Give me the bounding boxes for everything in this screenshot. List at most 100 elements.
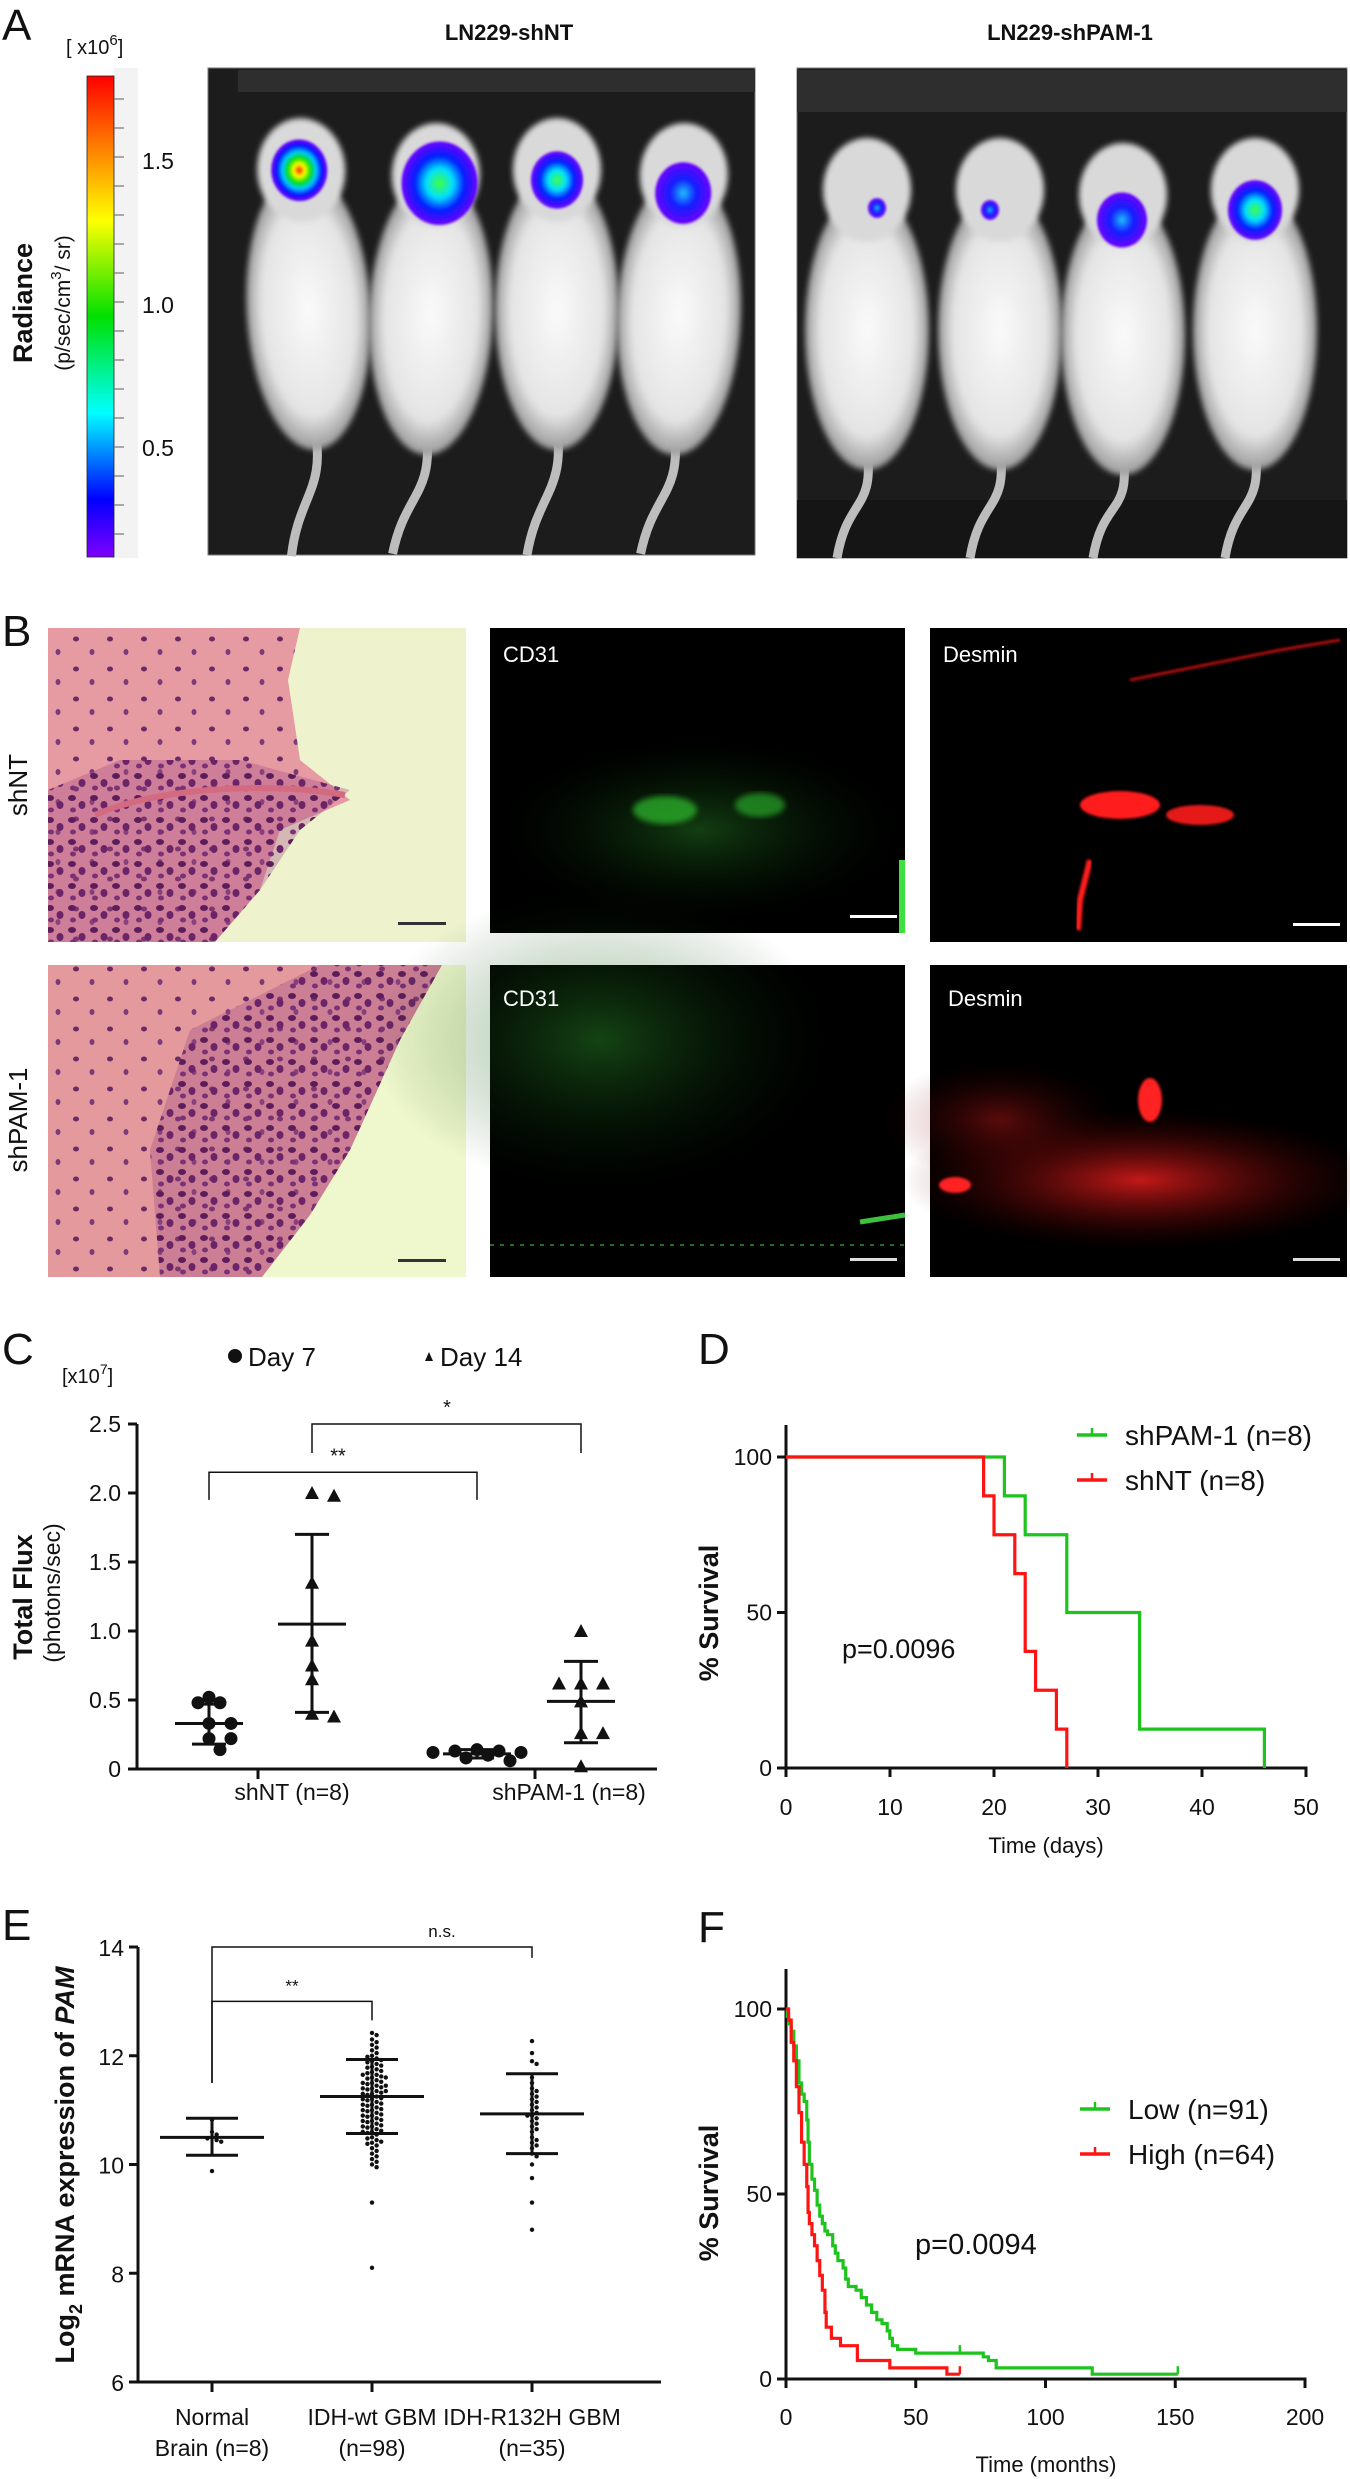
data-point <box>534 2137 539 2143</box>
data-point <box>374 2083 379 2088</box>
data-point <box>360 2091 365 2097</box>
data-point <box>374 2045 379 2050</box>
data-point <box>534 2121 539 2126</box>
panel-label-a: A <box>2 1 32 50</box>
mouse <box>1061 143 1185 559</box>
data-point <box>365 2065 370 2070</box>
mouse-body <box>616 175 742 455</box>
data-point <box>534 2061 539 2067</box>
x-tick-label: 0 <box>780 1794 793 1820</box>
colorbar-tick-label: 1.0 <box>142 292 174 318</box>
data-point <box>529 2058 535 2064</box>
x-tick-label: IDH-wt GBM <box>307 2404 436 2430</box>
x-tick-label: (n=98) <box>338 2435 405 2461</box>
data-point <box>369 2140 375 2145</box>
data-point <box>374 2067 379 2072</box>
x-tick-label: 30 <box>1085 1794 1111 1820</box>
panel-a: A [ x106] 1.5 1.0 0.5 Radiance (p/sec/cm… <box>2 1 1348 559</box>
data-point <box>369 2030 375 2036</box>
mouse-body <box>1193 190 1317 470</box>
y-axis-subtitle: (photons/sec) <box>39 1523 65 1662</box>
scale-bar <box>1293 923 1340 926</box>
data-point <box>360 2072 365 2077</box>
y-multiplier: [x107] <box>62 1361 113 1388</box>
data-point <box>374 2032 379 2038</box>
x-tick-label: 40 <box>1189 1794 1215 1820</box>
x-axis-title: Time (months) <box>976 2452 1117 2477</box>
data-point <box>379 2068 384 2074</box>
panel-label-c: C <box>2 1325 34 1374</box>
y-tick-label: 0 <box>759 1755 772 1781</box>
data-point <box>374 2154 379 2159</box>
legend-label: High (n=64) <box>1128 2139 1275 2170</box>
data-point <box>369 2162 375 2167</box>
stain-label-cd31: CD31 <box>503 642 559 667</box>
x-tick-label: Normal <box>175 2404 249 2430</box>
data-point-day-14 <box>596 1726 610 1740</box>
data-point <box>374 2088 379 2094</box>
y-tick-label: 0 <box>759 2366 772 2392</box>
data-point <box>529 2050 535 2056</box>
data-point <box>369 2265 375 2271</box>
data-point <box>374 2126 379 2132</box>
panel-e: E Log2 mRNA expression of PAM 6 8 10 12 14 No… <box>2 1901 661 2461</box>
y-tick-label: 50 <box>746 1600 772 1626</box>
data-point <box>369 2200 375 2205</box>
data-point-day-7 <box>213 1743 227 1757</box>
y-tick-label: 0 <box>108 1756 121 1782</box>
data-point <box>379 2079 384 2085</box>
stain-label-desmin: Desmin <box>943 642 1018 667</box>
data-point <box>374 2072 379 2077</box>
data-point <box>365 2070 370 2076</box>
x-tick-label: 0 <box>780 2404 793 2430</box>
data-point <box>379 2106 384 2112</box>
scale-bar <box>850 915 897 918</box>
data-point <box>374 2078 379 2083</box>
data-point <box>360 2124 365 2129</box>
he-image-shnt <box>48 628 466 942</box>
data-point <box>219 2139 224 2144</box>
mouse <box>805 138 929 559</box>
legend-label-day14: Day 14 <box>440 1342 522 1372</box>
x-tick-label: 20 <box>981 1794 1007 1820</box>
y-tick-label: 10 <box>98 2153 124 2179</box>
significance-label: n.s. <box>428 1922 455 1941</box>
colorbar-title: Radiance <box>8 243 38 363</box>
mouse-head <box>823 138 911 242</box>
data-point <box>365 2098 370 2103</box>
row-label-shpam: shPAM-1 <box>3 1068 33 1173</box>
y-axis-title: Log2 mRNA expression of PAM <box>50 1966 86 2364</box>
data-point-day-7 <box>503 1754 517 1768</box>
cd31-image-shnt: CD31 <box>490 628 905 933</box>
significance-label: ** <box>330 1445 346 1467</box>
scale-bar <box>398 922 446 925</box>
data-point <box>360 2086 365 2091</box>
scale-bar <box>1293 1258 1340 1261</box>
data-point <box>365 2141 370 2147</box>
data-point <box>529 2038 535 2044</box>
significance-label: * <box>443 1397 451 1419</box>
data-point <box>374 2061 379 2067</box>
p-value-annotation: p=0.0096 <box>842 1634 955 1664</box>
stain-label-cd31: CD31 <box>503 986 559 1011</box>
mouse-head <box>956 138 1044 242</box>
data-point <box>369 2037 375 2042</box>
mouse <box>246 118 371 557</box>
bioluminescence-signal <box>531 151 583 209</box>
x-tick-label: shNT (n=8) <box>234 1779 349 1805</box>
bioluminescence-image-shnt <box>207 67 756 557</box>
data-point <box>379 2128 384 2133</box>
legend-triangle-marker <box>425 1352 433 1361</box>
bioluminescence-signal <box>401 141 478 225</box>
data-point <box>379 2123 384 2128</box>
legend-label: shPAM-1 (n=8) <box>1125 1420 1312 1451</box>
data-point <box>209 2168 215 2174</box>
y-tick-label: 12 <box>98 2044 124 2070</box>
legend-label-day7: Day 7 <box>248 1342 316 1372</box>
bioluminescence-signal <box>655 162 712 224</box>
data-point <box>365 2109 370 2114</box>
significance-bracket <box>211 1946 533 2083</box>
row-label-shnt: shNT <box>3 754 33 816</box>
data-point <box>379 2063 384 2068</box>
